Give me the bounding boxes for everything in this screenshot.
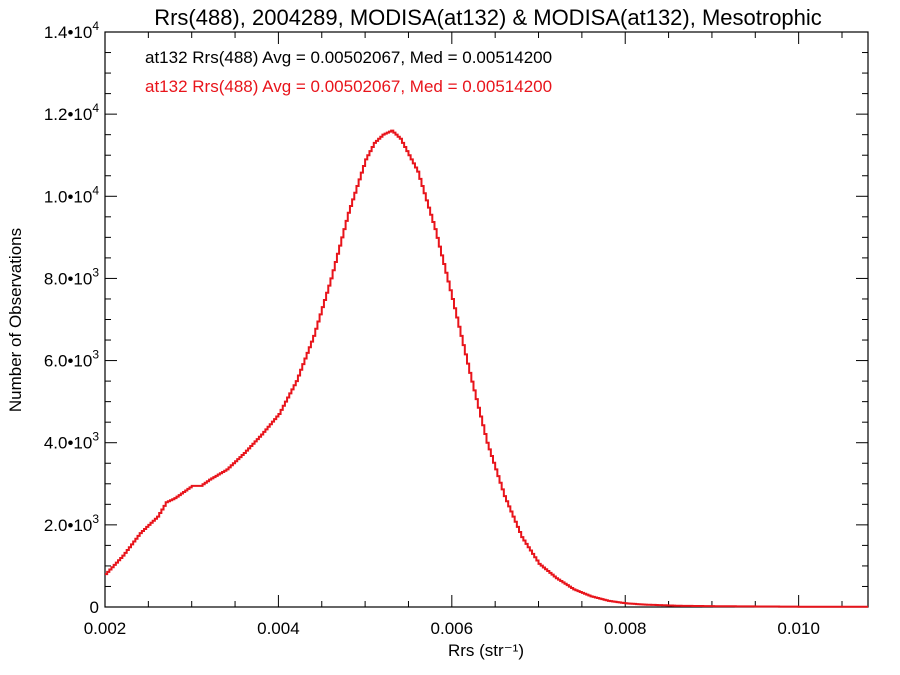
histogram-series-line bbox=[105, 129, 868, 608]
x-tick-label: 0.006 bbox=[431, 619, 474, 638]
plot-area: 0.002 0.004 0.006 0.008 0.010 0 2.0•103 4.0•10… bbox=[44, 19, 869, 638]
annotation-red: at132 Rrs(488) Avg = 0.00502067, Med = 0… bbox=[145, 77, 552, 96]
y-tick-label: 6.0•103 bbox=[44, 348, 100, 371]
y-tick-label: 8.0•103 bbox=[44, 265, 100, 288]
annotation-black: at132 Rrs(488) Avg = 0.00502067, Med = 0… bbox=[145, 48, 552, 67]
chart-title: Rrs(488), 2004289, MODISA(at132) & MODIS… bbox=[154, 5, 822, 30]
x-axis-label: Rrs (str⁻¹) bbox=[448, 641, 524, 660]
y-tick-label: 2.0•103 bbox=[44, 512, 100, 535]
x-tick-label: 0.002 bbox=[84, 619, 127, 638]
y-axis-label: Number of Observations bbox=[6, 228, 25, 412]
x-tick-label: 0.008 bbox=[604, 619, 647, 638]
y-tick-label: 0 bbox=[90, 598, 99, 617]
x-tick-label: 0.010 bbox=[777, 619, 820, 638]
y-tick-label: 4.0•103 bbox=[44, 430, 100, 453]
x-axis: 0.002 0.004 0.006 0.008 0.010 bbox=[84, 32, 843, 638]
y-tick-label: 1.0•104 bbox=[44, 183, 100, 206]
plot-frame bbox=[104, 31, 869, 608]
y-axis: 0 2.0•103 4.0•103 6.0•103 8.0•103 1.0•104 1.2•… bbox=[44, 19, 868, 617]
x-tick-label: 0.004 bbox=[257, 619, 300, 638]
y-tick-label: 1.2•104 bbox=[44, 101, 100, 124]
y-tick-label: 1.4•104 bbox=[44, 19, 100, 42]
